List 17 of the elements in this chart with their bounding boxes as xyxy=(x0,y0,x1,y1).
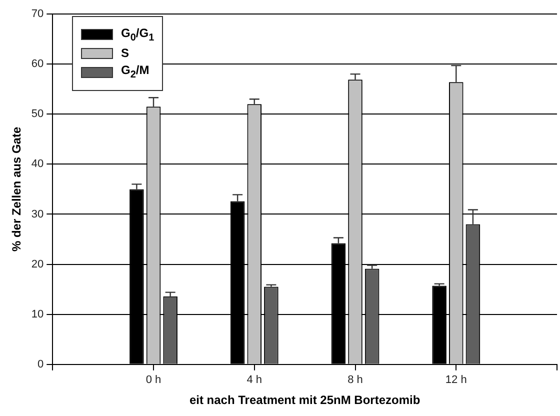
x-tick-label: 12 h xyxy=(445,374,467,386)
y-tick-label: 40 xyxy=(31,158,44,170)
legend-label: S xyxy=(121,46,130,60)
legend-label: G$_{2}$/M xyxy=(121,63,150,81)
legend-label: G$_{0}$/G$_{1}$ xyxy=(121,26,154,44)
y-tick-label: 60 xyxy=(31,58,44,70)
x-tick-label: 4 h xyxy=(246,374,262,386)
x-tick-label: 8 h xyxy=(348,374,363,386)
y-tick-label: 0 xyxy=(38,358,44,370)
y-tick-label: 20 xyxy=(31,258,44,270)
y-axis-title: % der Zellen aus Gate xyxy=(10,126,24,252)
y-tick-label: 30 xyxy=(31,208,44,220)
x-axis-title: eit nach Treatment mit 25nM Bortezomib xyxy=(189,393,420,408)
y-tick-label: 70 xyxy=(31,8,44,20)
y-tick-label: 10 xyxy=(31,308,44,320)
x-tick-label: 0 h xyxy=(146,374,162,386)
y-tick-label: 50 xyxy=(31,108,44,120)
